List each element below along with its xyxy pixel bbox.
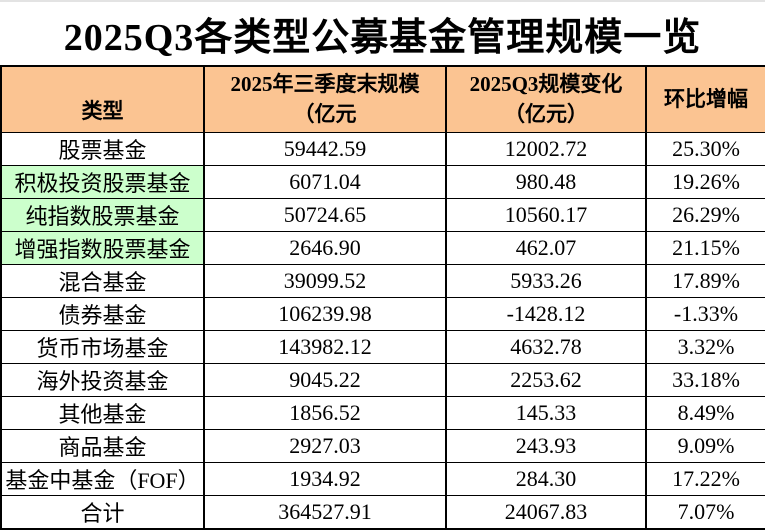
scale-value-cell: 50724.65	[203, 197, 447, 232]
change-value-cell: 462.07	[445, 230, 647, 265]
fund-type-cell: 商品基金	[0, 428, 205, 463]
scale-value-cell: 39099.52	[203, 263, 447, 298]
scale-value-cell: 6071.04	[203, 164, 447, 199]
fund-type-cell: 纯指数股票基金	[0, 197, 205, 232]
table-header: 类型 2025年三季度末规模 （亿元 2025Q3规模变化 （亿元） 环比增幅	[0, 65, 765, 133]
growth-value-cell: 33.18%	[645, 362, 765, 397]
table-body: 股票基金 59442.59 12002.72 25.30% 积极投资股票基金 6…	[0, 131, 765, 530]
column-header-scale-line2: （亿元	[293, 102, 357, 127]
scale-value-cell: 143982.12	[203, 329, 447, 364]
scale-value-cell: 364527.91	[203, 494, 447, 530]
scale-value-cell: 2927.03	[203, 428, 447, 463]
fund-type-cell: 增强指数股票基金	[0, 230, 205, 265]
column-header-scale-line1: 2025年三季度末规模	[230, 71, 420, 96]
change-value-cell: 24067.83	[445, 494, 647, 530]
table-row: 合计 364527.91 24067.83 7.07%	[0, 494, 765, 530]
growth-value-cell: 8.49%	[645, 395, 765, 430]
change-value-cell: 145.33	[445, 395, 647, 430]
growth-value-cell: -1.33%	[645, 296, 765, 331]
growth-value-cell: 3.32%	[645, 329, 765, 364]
page-title: 2025Q3各类型公募基金管理规模一览	[63, 17, 702, 59]
table-row: 增强指数股票基金 2646.90 462.07 21.15%	[0, 230, 765, 265]
column-header-type: 类型	[0, 65, 205, 133]
change-value-cell: 2253.62	[445, 362, 647, 397]
column-header-scale: 2025年三季度末规模 （亿元	[203, 65, 447, 133]
change-value-cell: 12002.72	[445, 131, 647, 166]
column-header-change-line2: （亿元）	[504, 102, 588, 127]
fund-type-cell: 债券基金	[0, 296, 205, 331]
column-header-growth: 环比增幅	[645, 65, 765, 133]
table-row: 债券基金 106239.98 -1428.12 -1.33%	[0, 296, 765, 331]
scale-value-cell: 9045.22	[203, 362, 447, 397]
growth-value-cell: 25.30%	[645, 131, 765, 166]
scale-value-cell: 59442.59	[203, 131, 447, 166]
table-row: 其他基金 1856.52 145.33 8.49%	[0, 395, 765, 430]
fund-type-cell: 股票基金	[0, 131, 205, 166]
fund-type-cell: 海外投资基金	[0, 362, 205, 397]
change-value-cell: 284.30	[445, 461, 647, 496]
growth-value-cell: 26.29%	[645, 197, 765, 232]
table-row: 商品基金 2927.03 243.93 9.09%	[0, 428, 765, 463]
table-row: 股票基金 59442.59 12002.72 25.30%	[0, 131, 765, 166]
growth-value-cell: 17.22%	[645, 461, 765, 496]
fund-type-cell: 其他基金	[0, 395, 205, 430]
table-row: 纯指数股票基金 50724.65 10560.17 26.29%	[0, 197, 765, 232]
growth-value-cell: 7.07%	[645, 494, 765, 530]
scale-value-cell: 1856.52	[203, 395, 447, 430]
scale-value-cell: 1934.92	[203, 461, 447, 496]
change-value-cell: 5933.26	[445, 263, 647, 298]
scale-value-cell: 2646.90	[203, 230, 447, 265]
scale-value-cell: 106239.98	[203, 296, 447, 331]
growth-value-cell: 21.15%	[645, 230, 765, 265]
change-value-cell: -1428.12	[445, 296, 647, 331]
change-value-cell: 980.48	[445, 164, 647, 199]
growth-value-cell: 9.09%	[645, 428, 765, 463]
growth-value-cell: 19.26%	[645, 164, 765, 199]
table-row: 基金中基金（FOF） 1934.92 284.30 17.22%	[0, 461, 765, 496]
column-header-change: 2025Q3规模变化 （亿元）	[445, 65, 647, 133]
table-row: 积极投资股票基金 6071.04 980.48 19.26%	[0, 164, 765, 199]
growth-value-cell: 17.89%	[645, 263, 765, 298]
fund-type-cell: 货币市场基金	[0, 329, 205, 364]
table-row: 混合基金 39099.52 5933.26 17.89%	[0, 263, 765, 298]
table-row: 海外投资基金 9045.22 2253.62 33.18%	[0, 362, 765, 397]
header-row: 类型 2025年三季度末规模 （亿元 2025Q3规模变化 （亿元） 环比增幅	[0, 65, 765, 133]
column-header-change-line1: 2025Q3规模变化	[469, 71, 623, 96]
fund-type-cell: 基金中基金（FOF）	[0, 461, 205, 496]
fund-type-cell: 混合基金	[0, 263, 205, 298]
fund-scale-table: 类型 2025年三季度末规模 （亿元 2025Q3规模变化 （亿元） 环比增幅 …	[0, 65, 765, 530]
fund-type-cell: 积极投资股票基金	[0, 164, 205, 199]
fund-type-cell: 合计	[0, 494, 205, 530]
table-row: 货币市场基金 143982.12 4632.78 3.32%	[0, 329, 765, 364]
change-value-cell: 10560.17	[445, 197, 647, 232]
change-value-cell: 4632.78	[445, 329, 647, 364]
change-value-cell: 243.93	[445, 428, 647, 463]
